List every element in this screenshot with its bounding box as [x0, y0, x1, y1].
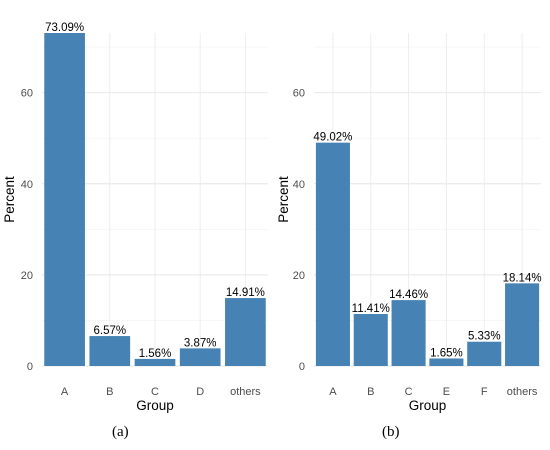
data-label: 73.09% — [45, 22, 84, 34]
y-axis-label: Percent — [276, 176, 291, 223]
x-tick-label: F — [481, 386, 488, 398]
data-label: 14.91% — [226, 287, 265, 299]
y-tick-label: 40 — [293, 179, 305, 191]
bar-A — [44, 33, 85, 366]
data-label: 3.87% — [184, 337, 217, 349]
x-tick-label: B — [106, 386, 113, 398]
x-tick-label: D — [196, 386, 204, 398]
data-label: 1.56% — [139, 348, 172, 360]
x-axis-label: Group — [136, 398, 174, 413]
bar-E — [429, 358, 464, 366]
x-tick-label: C — [405, 386, 413, 398]
data-label: 6.57% — [93, 325, 126, 337]
y-tick-label: 20 — [293, 270, 305, 282]
bar-A — [315, 142, 350, 366]
chart-panel-b: 0 20 40 60 49.02% A 11.41% B 14.46% C 1.65% E 5.33% F… — [276, 33, 542, 413]
bar-C — [134, 358, 176, 366]
y-tick-label: 0 — [27, 361, 33, 373]
y-axis-label: Percent — [2, 176, 17, 223]
x-tick-label: A — [329, 386, 337, 398]
y-tick-label: 0 — [299, 361, 305, 373]
y-tick-label: 40 — [21, 179, 33, 191]
y-tick-label: 60 — [21, 88, 33, 100]
bar-F — [467, 341, 502, 366]
x-tick-label: C — [151, 386, 159, 398]
x-tick-label: others — [230, 386, 261, 398]
data-label: 11.41% — [352, 303, 390, 315]
bar-B — [89, 336, 131, 366]
y-tick-label: 60 — [293, 88, 305, 100]
chart-panel-a: 0 20 40 60 73.09% A 6.57% B 1.56% C 3.87% D 14.91% ot… — [2, 22, 268, 413]
bar-B — [353, 314, 388, 366]
x-tick-label: E — [443, 386, 450, 398]
data-label: 49.02% — [313, 132, 352, 144]
panel-a-caption: (a) — [112, 424, 129, 440]
y-tick-label: 20 — [21, 270, 33, 282]
data-label: 18.14% — [503, 272, 542, 284]
data-label: 1.65% — [430, 347, 463, 359]
bar-others — [505, 283, 540, 366]
panel-b-caption: (b) — [382, 424, 400, 440]
data-label: 14.46% — [389, 289, 428, 301]
x-tick-label: A — [61, 386, 69, 398]
bar-others — [225, 298, 266, 366]
data-label: 5.33% — [468, 331, 501, 343]
bar-C — [391, 300, 426, 366]
x-tick-label: others — [507, 386, 538, 398]
x-axis-label: Group — [409, 398, 447, 413]
bar-D — [179, 348, 221, 366]
x-tick-label: B — [367, 386, 374, 398]
